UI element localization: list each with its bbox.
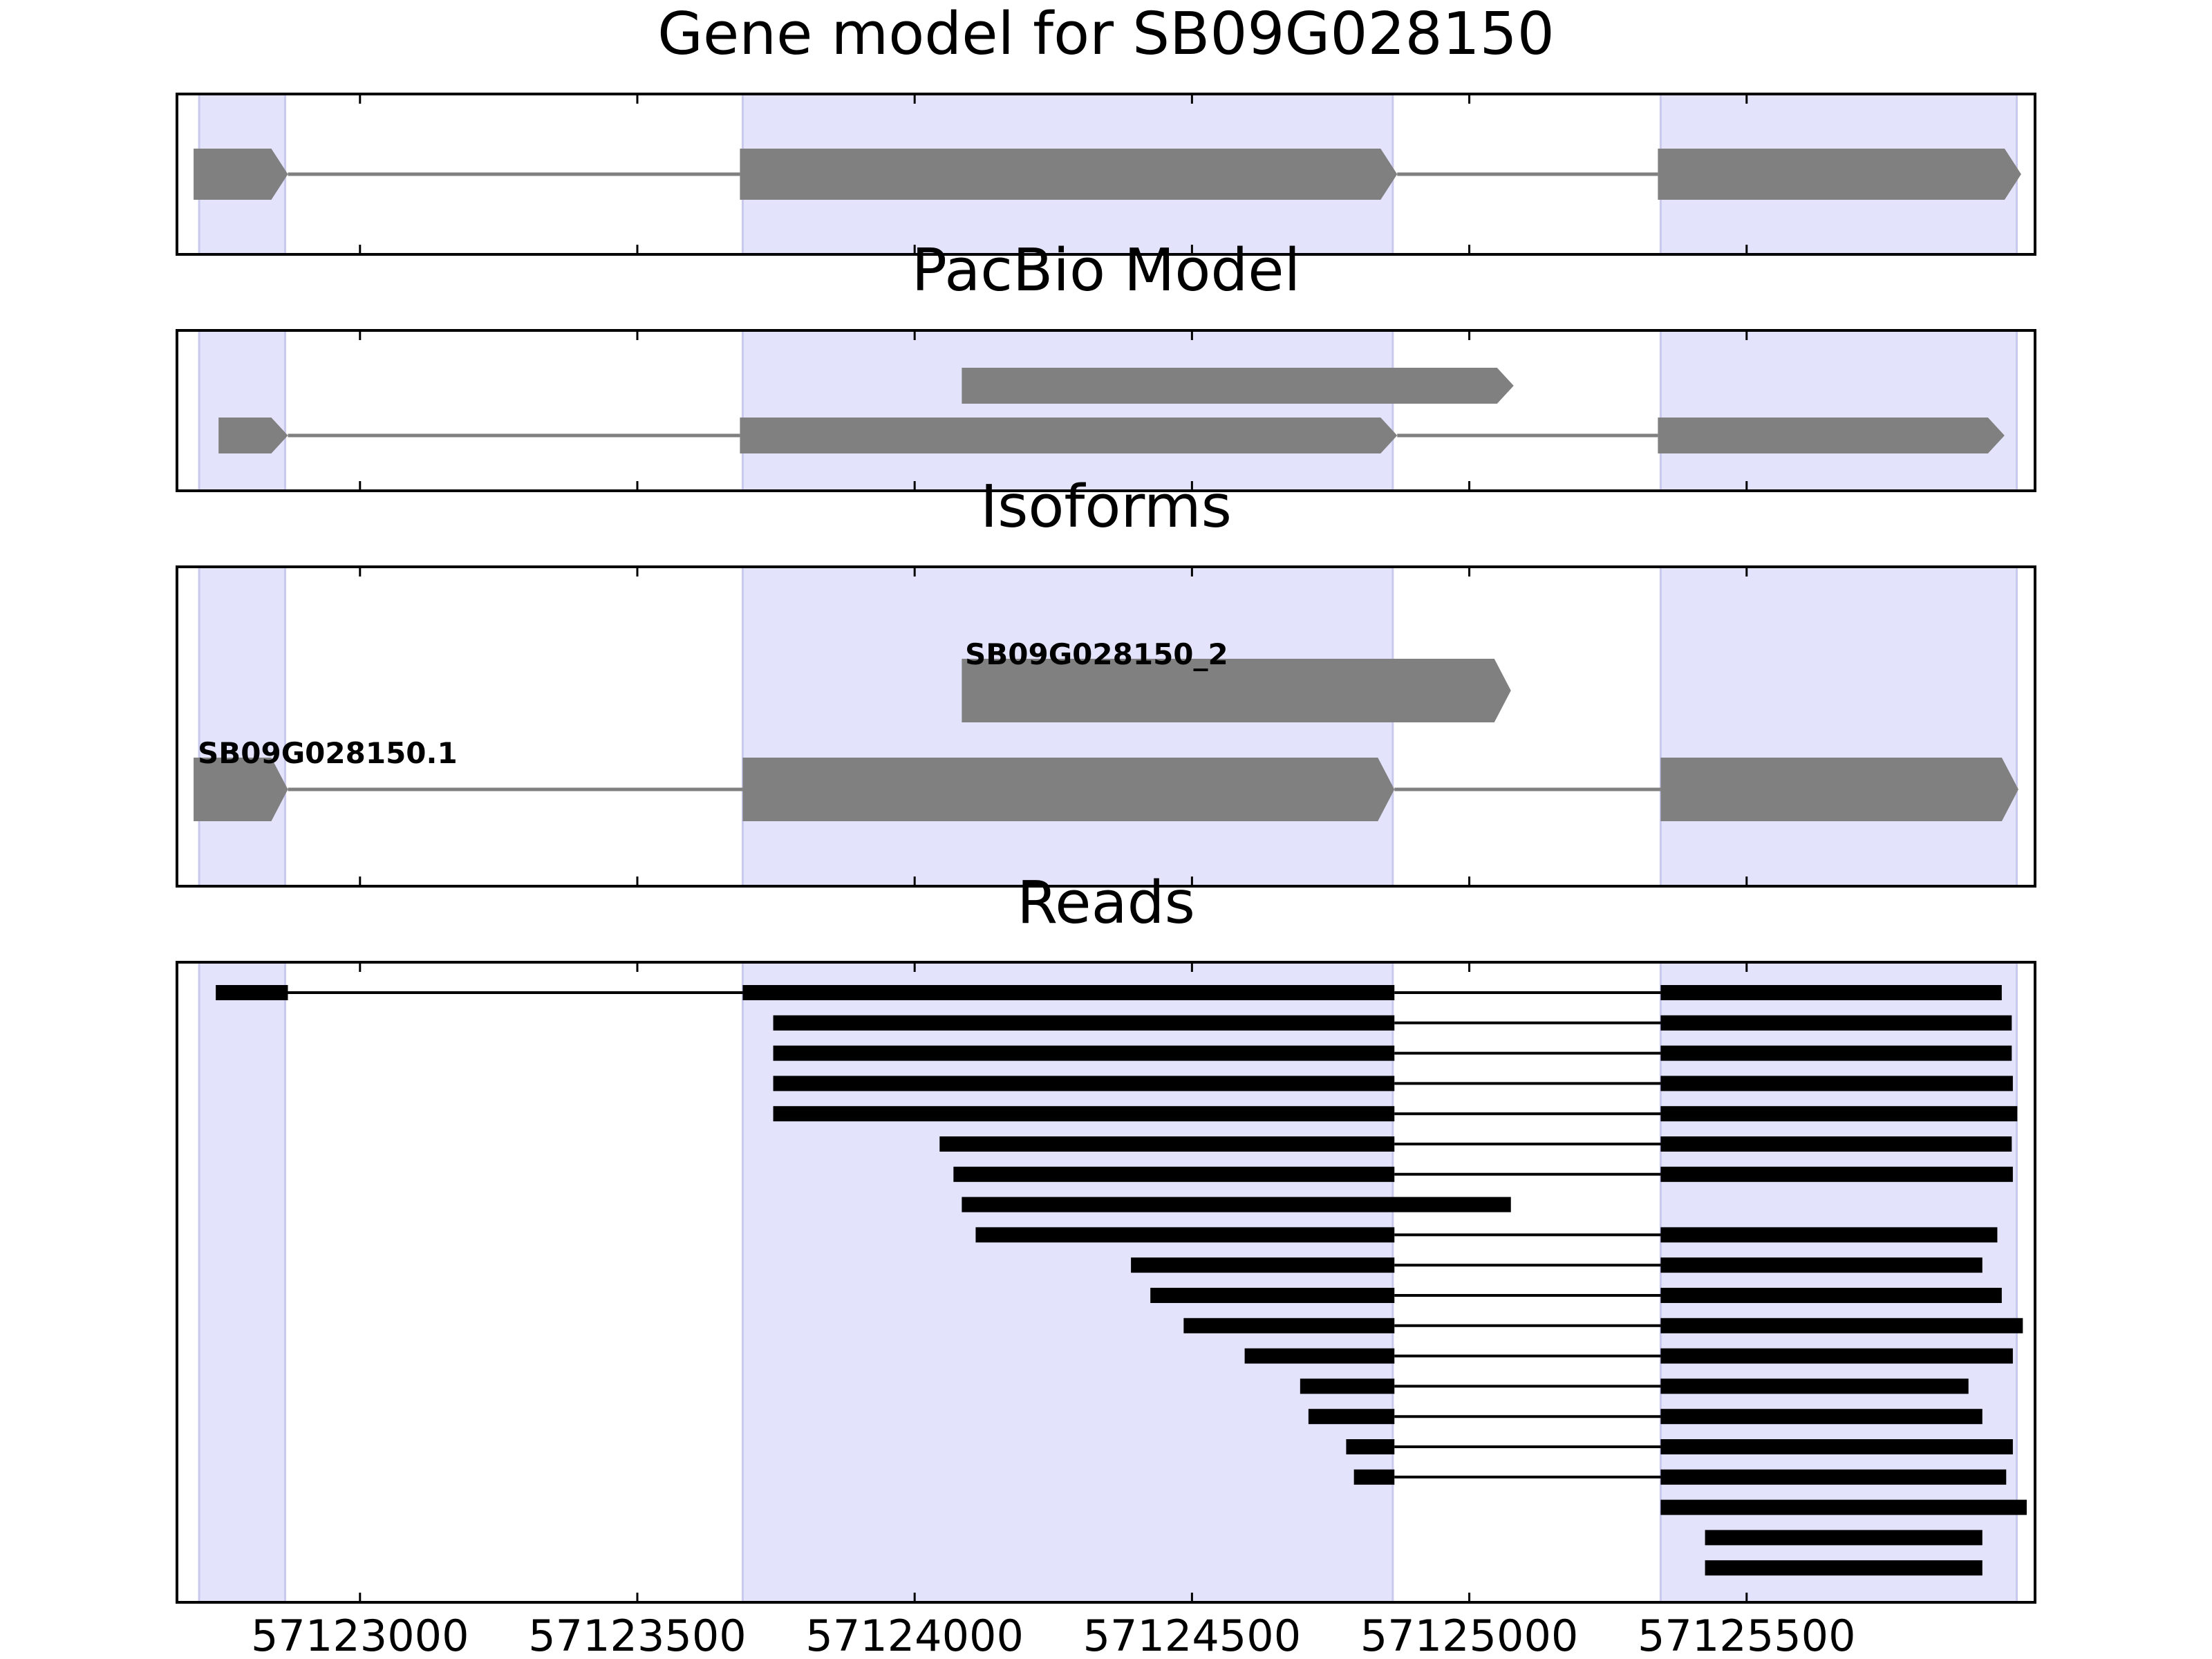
read-13-block-2: [1660, 1348, 2013, 1364]
gene-model-plot-area: [176, 93, 2036, 256]
read-6-block-2: [1660, 1136, 2012, 1152]
pacbio-exon-region-1: [198, 329, 286, 492]
isoforms-panel: Isoforms SB09G028150.1 SB09G028150_2: [176, 473, 2036, 888]
isoform-plot-area: [176, 565, 2036, 888]
isoform-frame: [176, 565, 2036, 888]
gene-model-title: Gene model for SB09G028150: [657, 0, 1555, 68]
x-tick-label-1: 57123000: [251, 1611, 469, 1659]
x-tick-label-5: 57125000: [1360, 1611, 1579, 1659]
gene-model-panel: Gene model for SB09G028150: [176, 0, 2036, 256]
read-16-block-2: [1660, 1439, 2013, 1454]
read-14-block-1: [1300, 1378, 1395, 1394]
read-15-block-2: [1660, 1409, 1983, 1425]
read-4-block-1: [773, 1076, 1395, 1091]
read-14-block-2: [1660, 1378, 1969, 1394]
pacbio-exon-region-3: [1659, 329, 2018, 492]
read-1-block-1: [216, 985, 288, 1000]
read-3-block-1: [773, 1045, 1395, 1061]
reads-title: Reads: [1017, 869, 1195, 937]
read-10-block-1: [1131, 1257, 1395, 1273]
isoform-exon-region-2: [741, 565, 1394, 888]
read-9-block-2: [1660, 1227, 1998, 1243]
gene-model-transcript-1-exon-3: [1658, 149, 2021, 200]
read-7-block-2: [1660, 1166, 2013, 1182]
pacbio-frame: [176, 329, 2036, 492]
read-12-block-1: [1183, 1318, 1395, 1333]
read-16-block-1: [1346, 1439, 1395, 1454]
pacbio-transcript-1-exon-3: [1658, 418, 2005, 453]
read-1-block-2: [742, 985, 1395, 1000]
isoform-transcript-1-exon-2: [742, 758, 1395, 821]
isoform-transcript-1-exon-1: [194, 758, 288, 821]
read-8-block-1: [962, 1197, 1511, 1212]
read-11-block-2: [1660, 1288, 2002, 1303]
reads-exon-region-3: [1659, 961, 2018, 1604]
gene-model-transcript-1-exon-2: [740, 149, 1398, 200]
reads-panel: Reads: [176, 869, 2036, 1604]
pacbio-model-title: PacBio Model: [912, 236, 1300, 305]
pacbio-transcript-1-exon-1: [218, 418, 288, 453]
read-1-block-3: [1660, 985, 2002, 1000]
x-tick-label-6: 57125500: [1638, 1611, 1856, 1659]
read-5-block-1: [773, 1106, 1395, 1122]
x-tick-label-3: 57124000: [805, 1611, 1024, 1659]
read-15-block-1: [1308, 1409, 1395, 1425]
reads-plot-area: [176, 961, 2036, 1604]
isoforms-title: Isoforms: [980, 473, 1232, 541]
read-11-block-1: [1150, 1288, 1395, 1303]
isoform-label-2: SB09G028150_2: [965, 637, 1228, 671]
isoform-transcript-1-exon-3: [1660, 758, 2018, 821]
isoform-exon-region-3: [1659, 565, 2018, 888]
pacbio-transcript-1-exon-2: [740, 418, 1398, 453]
reads-frame: [176, 961, 2036, 1604]
gene-model-frame: [176, 93, 2036, 256]
pacbio-exon-region-2: [741, 329, 1394, 492]
read-2-block-2: [1660, 1015, 2012, 1031]
gene-model-transcript-1-exon-1: [194, 149, 288, 200]
pacbio-model-panel: PacBio Model: [176, 236, 2036, 492]
x-tick-label-4: 57124500: [1083, 1611, 1302, 1659]
read-17-block-1: [1353, 1469, 1395, 1485]
isoform-exon-region-1: [198, 565, 286, 888]
pacbio-plot-area: [176, 329, 2036, 492]
read-19-block-1: [1705, 1530, 1983, 1546]
pacbio-transcript-2-exon-1: [962, 368, 1514, 404]
read-2-block-1: [773, 1015, 1395, 1031]
read-10-block-2: [1660, 1257, 1983, 1273]
x-axis: 57123000 57123500 57124000 57124500 57125000…: [251, 1611, 1856, 1659]
read-5-block-2: [1660, 1106, 2018, 1122]
isoform-label-1: SB09G028150.1: [198, 736, 458, 770]
read-18-block-1: [1660, 1499, 2027, 1515]
reads-exon-region-1: [198, 961, 286, 1604]
read-13-block-1: [1244, 1348, 1395, 1364]
read-20-block-1: [1705, 1560, 1983, 1576]
read-12-block-2: [1660, 1318, 2023, 1333]
isoform-transcript-2-exon-1: [962, 659, 1511, 722]
x-tick-label-2: 57123500: [528, 1611, 747, 1659]
read-17-block-2: [1660, 1469, 2007, 1485]
reads-exon-region-2: [741, 961, 1394, 1604]
read-7-block-1: [953, 1166, 1395, 1182]
read-9-block-1: [975, 1227, 1395, 1243]
read-4-block-2: [1660, 1076, 2013, 1091]
read-3-block-2: [1660, 1045, 2012, 1061]
read-6-block-1: [939, 1136, 1395, 1152]
